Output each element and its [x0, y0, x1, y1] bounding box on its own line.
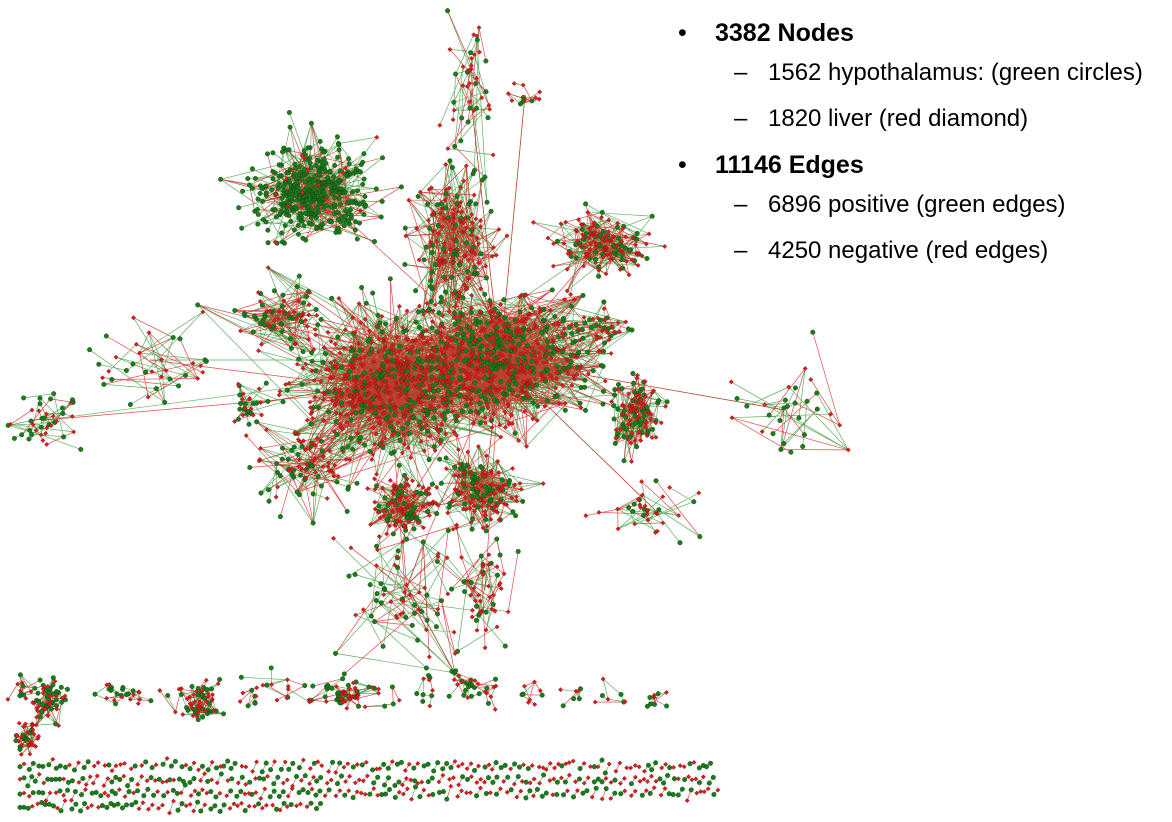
bullet-item: 4250 negative (red edges) — [668, 236, 1172, 266]
legend-text: 3382 Nodes 1562 hypothalamus: (green circ… — [668, 18, 1172, 282]
bullet-title: 11146 Edges — [668, 150, 1172, 180]
bullet-item: 1562 hypothalamus: (green circles) — [668, 58, 1172, 88]
bullet-item: 1820 liver (red diamond) — [668, 104, 1172, 134]
network-graph — [5, 8, 851, 816]
bullet-title: 3382 Nodes — [668, 18, 1172, 48]
bullet-item: 6896 positive (green edges) — [668, 190, 1172, 220]
liver-nodes — [5, 25, 851, 816]
